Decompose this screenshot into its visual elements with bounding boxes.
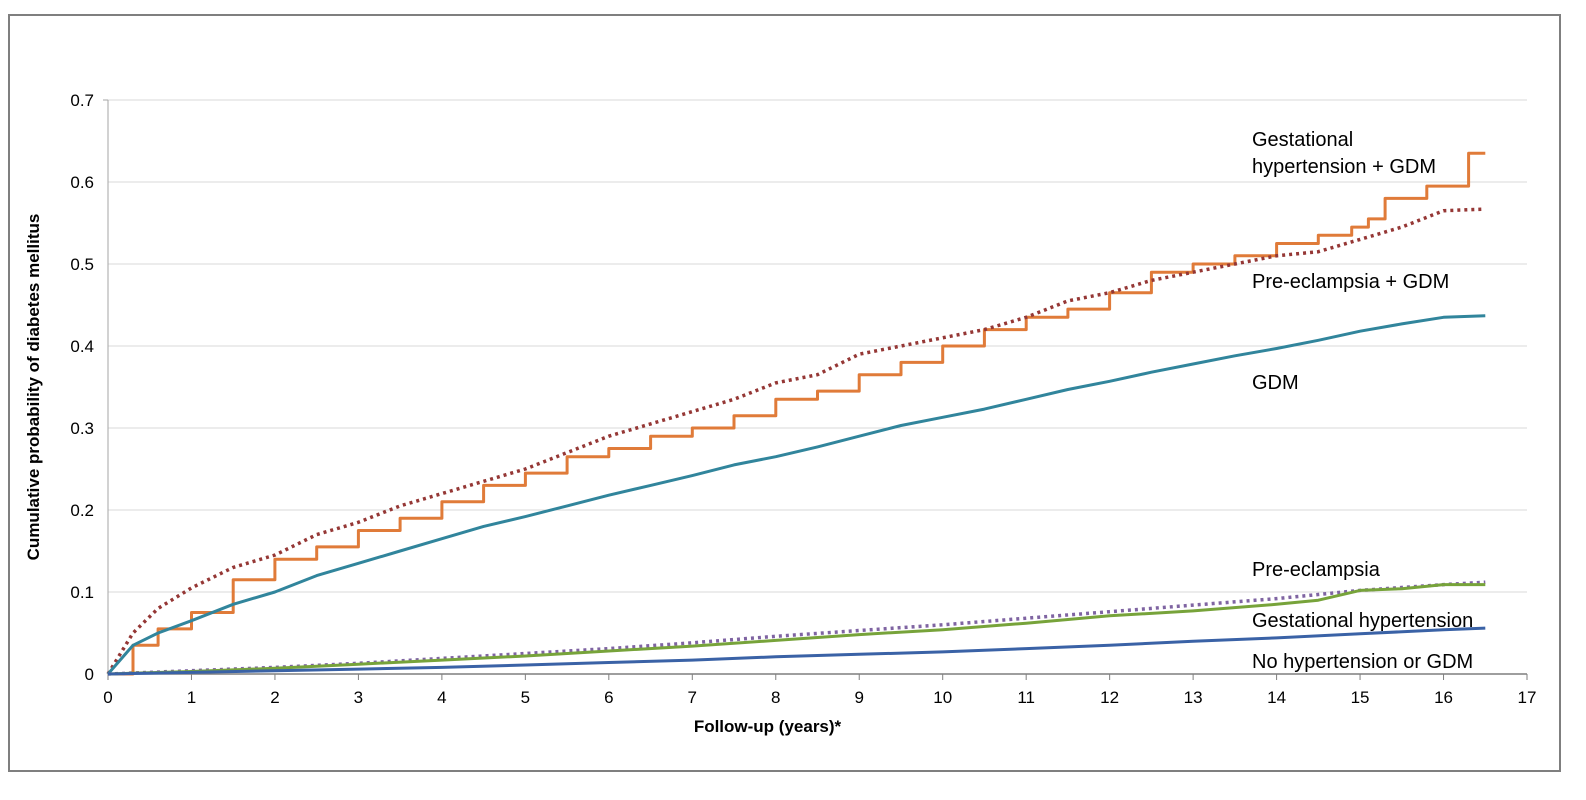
x-tick-label: 11 bbox=[1017, 688, 1035, 707]
chart-frame: 0 0.1 0.2 0.3 0.4 0.5 0.6 0.7 0 1 2 3 4 5 6 7 8 9 10 11 12 13… bbox=[8, 14, 1561, 772]
series-label: No hypertension or GDM bbox=[1252, 651, 1473, 673]
series-label: Pre-eclampsia + GDM bbox=[1252, 271, 1449, 293]
x-tick-label: 6 bbox=[604, 688, 613, 707]
x-tick-label: 10 bbox=[933, 688, 952, 707]
y-tick-label: 0.4 bbox=[70, 337, 94, 356]
series-label: Gestational hypertension bbox=[1252, 610, 1473, 632]
chart: 00.10.20.30.40.50.60.70 1 2 3 4 5 6 7 8 9 10 11 12 13… bbox=[24, 91, 1536, 736]
y-tick-label: 0 bbox=[85, 665, 94, 684]
x-tick-label: 13 bbox=[1184, 688, 1203, 707]
series-line bbox=[108, 151, 1486, 676]
gridlines bbox=[108, 99, 1527, 593]
y-axis-title: Cumulative probability of diabetes melli… bbox=[24, 214, 43, 561]
series-lines bbox=[106, 151, 1486, 676]
series-label: GDM bbox=[1252, 372, 1299, 394]
x-tick-label: 17 bbox=[1518, 688, 1537, 707]
series-label: Gestational bbox=[1252, 129, 1353, 151]
series-line bbox=[107, 580, 1486, 676]
x-tick-label: 14 bbox=[1267, 688, 1286, 707]
y-tick-label: 0.3 bbox=[70, 419, 94, 438]
x-tick-label: 3 bbox=[354, 688, 363, 707]
x-tick-label: 4 bbox=[437, 688, 446, 707]
x-tick-label: 15 bbox=[1351, 688, 1370, 707]
series-labels: Gestational hypertension + GDM Pre-eclamps… bbox=[1252, 129, 1473, 673]
series-label: Pre-eclampsia bbox=[1252, 559, 1381, 581]
y-tick-label: 0.5 bbox=[70, 255, 94, 274]
series-line bbox=[106, 314, 1486, 675]
x-tick-label: 1 bbox=[187, 688, 196, 707]
x-tick-label: 7 bbox=[688, 688, 697, 707]
x-tick-label: 5 bbox=[521, 688, 530, 707]
series-line bbox=[107, 626, 1486, 676]
y-tick-label: 0.1 bbox=[70, 583, 94, 602]
x-axis-title: Follow-up (years)* bbox=[694, 717, 842, 736]
series-line bbox=[106, 207, 1486, 675]
y-tick-label: 0.7 bbox=[70, 91, 94, 110]
x-tick-label: 16 bbox=[1434, 688, 1453, 707]
x-tick-label: 2 bbox=[270, 688, 279, 707]
x-tick-label: 0 bbox=[103, 688, 112, 707]
axes: 00.10.20.30.40.50.60.70 1 2 3 4 5 6 7 8 9 10 11 12 13… bbox=[70, 91, 1536, 707]
series-line bbox=[107, 583, 1486, 676]
x-tick-label: 12 bbox=[1100, 688, 1119, 707]
y-tick-label: 0.2 bbox=[70, 501, 94, 520]
x-tick-label: 9 bbox=[855, 688, 864, 707]
y-tick-label: 0.6 bbox=[70, 173, 94, 192]
series-label: hypertension + GDM bbox=[1252, 156, 1436, 178]
x-tick-label: 8 bbox=[771, 688, 780, 707]
